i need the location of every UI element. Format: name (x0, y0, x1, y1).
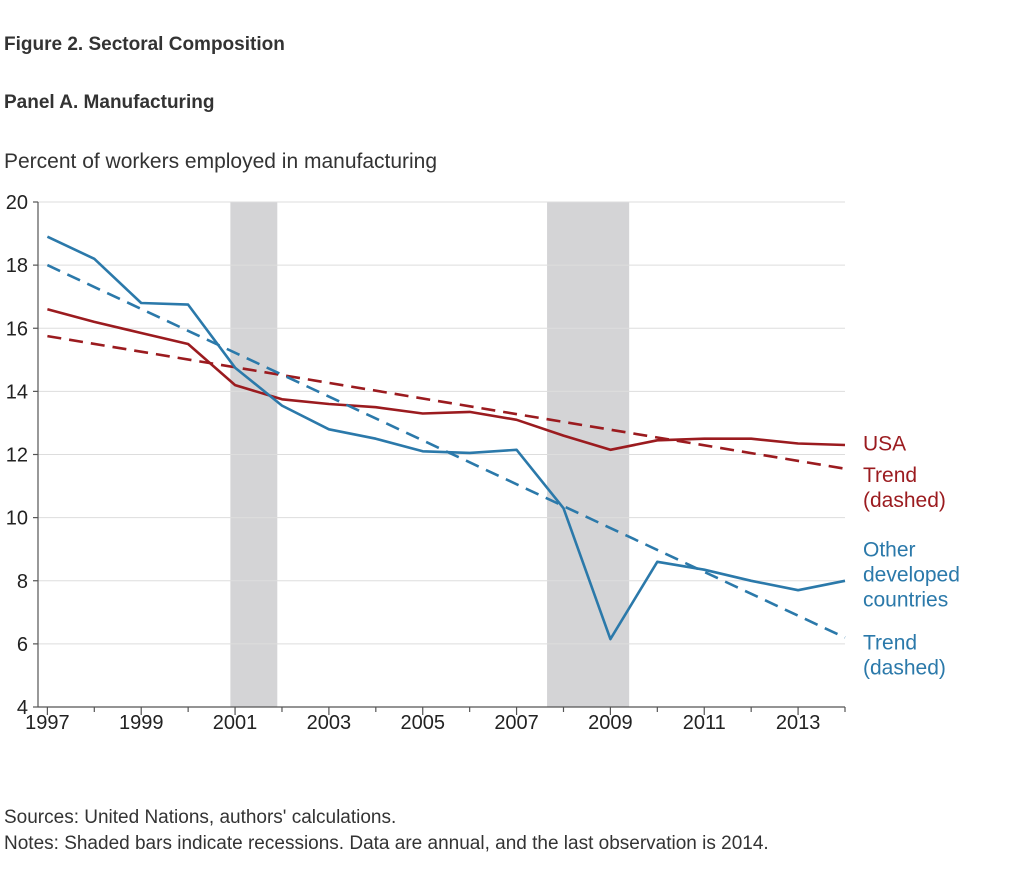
x-tick-label-1999: 1999 (119, 712, 164, 734)
y-axis-label: Percent of workers employed in manufactu… (4, 150, 438, 173)
x-tick-label-2003: 2003 (307, 712, 352, 734)
series-label-usa_trend-2: (dashed) (863, 489, 946, 512)
footnotes: Sources: United Nations, authors' calcul… (4, 805, 769, 857)
series-line-usa_trend (47, 334, 846, 470)
sources-note: Sources: United Nations, authors' calcul… (4, 807, 397, 828)
tick-labels: 4 6 8 10 12 14 16 18 20 1997 1999 2001 2003 2005 2007 2… (6, 192, 821, 734)
y-tick-label-18: 18 (6, 255, 28, 277)
gridlines (38, 201, 845, 645)
series-line-usa (47, 308, 846, 452)
panel-title: Panel A. Manufacturing (4, 92, 215, 113)
series-label-usa_trend-1: Trend (863, 464, 917, 487)
y-tick-label-14: 14 (6, 381, 28, 403)
y-tick-label-20: 20 (6, 192, 28, 214)
x-tick-label-2009: 2009 (588, 712, 633, 734)
x-tick-label-1997: 1997 (25, 712, 70, 734)
series-line-other_trend (46, 263, 846, 639)
series-lines (46, 235, 846, 641)
y-tick-label-10: 10 (6, 508, 28, 530)
x-tick-label-2013: 2013 (776, 712, 821, 734)
x-tick-label-2011: 2011 (683, 712, 726, 734)
figure-title: Figure 2. Sectoral Composition (4, 34, 285, 55)
series-annotations: USATrend(dashed)OtherdevelopedcountriesT… (863, 432, 960, 679)
y-tick-label-8: 8 (17, 571, 28, 593)
y-tick-label-4: 4 (17, 697, 28, 719)
notes-text: Notes: Shaded bars indicate recessions. … (4, 833, 769, 854)
series-label-other-3: countries (863, 588, 948, 611)
x-tick-label-2001: 2001 (213, 712, 258, 734)
series-label-other_trend-2: (dashed) (863, 656, 946, 679)
y-tick-label-16: 16 (6, 318, 28, 340)
series-label-other-1: Other (863, 538, 916, 561)
series-label-other-2: developed (863, 563, 960, 586)
series-label-other_trend-1: Trend (863, 631, 917, 654)
axes (33, 201, 846, 715)
y-tick-label-12: 12 (6, 445, 28, 467)
x-tick-label-2005: 2005 (400, 712, 445, 734)
y-tick-label-6: 6 (17, 634, 28, 656)
x-tick-label-2007: 2007 (494, 712, 539, 734)
series-label-usa-1: USA (863, 432, 906, 455)
